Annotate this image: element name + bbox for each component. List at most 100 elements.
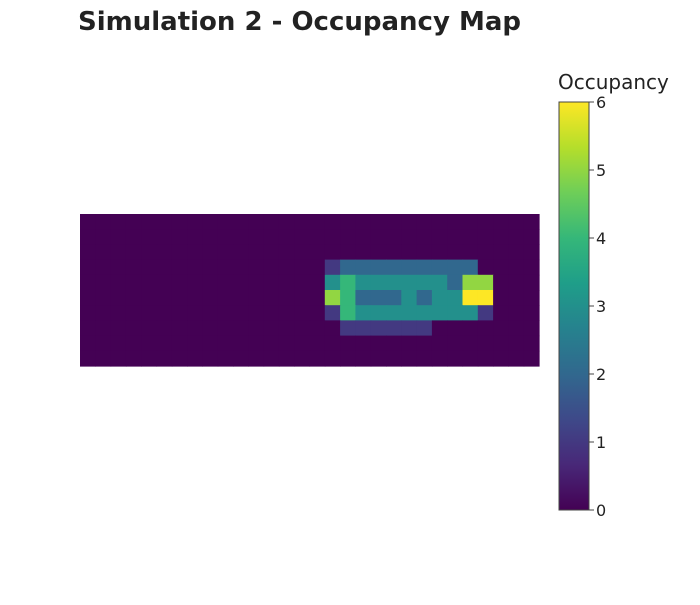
heatmap-cell[interactable] — [508, 320, 525, 337]
heatmap-cell[interactable] — [294, 290, 311, 306]
heatmap-cell[interactable] — [187, 350, 203, 367]
heatmap-cell[interactable] — [508, 229, 525, 245]
heatmap-cell[interactable] — [263, 350, 280, 367]
heatmap-cell[interactable] — [217, 335, 234, 352]
heatmap-cell[interactable] — [263, 335, 280, 352]
heatmap-cell[interactable] — [80, 320, 96, 337]
heatmap-cell[interactable] — [386, 244, 402, 261]
heatmap-cell[interactable] — [141, 229, 158, 245]
heatmap-cell[interactable] — [80, 290, 96, 306]
heatmap-cell[interactable] — [462, 214, 479, 230]
heatmap-cell[interactable] — [278, 244, 295, 261]
heatmap-cell[interactable] — [141, 274, 158, 291]
heatmap-cell[interactable] — [278, 305, 295, 321]
heatmap-cell[interactable] — [95, 290, 112, 306]
heatmap-cell[interactable] — [355, 244, 372, 261]
heatmap-cell[interactable] — [324, 290, 341, 306]
heatmap-cell[interactable] — [493, 244, 509, 261]
heatmap-cell[interactable] — [523, 214, 540, 230]
heatmap-cell[interactable] — [156, 229, 173, 245]
heatmap-cell[interactable] — [477, 350, 494, 367]
heatmap-cell[interactable] — [156, 290, 173, 306]
heatmap-cell[interactable] — [386, 229, 402, 245]
heatmap-cell[interactable] — [477, 244, 494, 261]
heatmap-cell[interactable] — [493, 320, 509, 337]
heatmap-cell[interactable] — [493, 290, 509, 306]
heatmap-cell[interactable] — [95, 229, 112, 245]
heatmap-cell[interactable] — [233, 350, 249, 367]
heatmap-cell[interactable] — [233, 290, 249, 306]
heatmap-cell[interactable] — [447, 229, 464, 245]
heatmap-cell[interactable] — [340, 290, 356, 306]
heatmap-cell[interactable] — [263, 244, 280, 261]
heatmap-cell[interactable] — [386, 259, 402, 276]
heatmap-cell[interactable] — [401, 229, 418, 245]
heatmap-cell[interactable] — [278, 320, 295, 337]
heatmap-cell[interactable] — [263, 290, 280, 306]
heatmap-cell[interactable] — [523, 259, 540, 276]
heatmap-cell[interactable] — [80, 335, 96, 352]
heatmap-cell[interactable] — [431, 335, 448, 352]
heatmap-cell[interactable] — [431, 274, 448, 291]
heatmap-cell[interactable] — [80, 244, 96, 261]
heatmap-cell[interactable] — [233, 335, 249, 352]
heatmap-cell[interactable] — [477, 214, 494, 230]
heatmap-cell[interactable] — [156, 305, 173, 321]
heatmap-cell[interactable] — [187, 244, 203, 261]
heatmap-cell[interactable] — [233, 259, 249, 276]
heatmap-cell[interactable] — [401, 259, 418, 276]
heatmap-cell[interactable] — [171, 274, 188, 291]
heatmap-cell[interactable] — [477, 335, 494, 352]
heatmap-cell[interactable] — [508, 274, 525, 291]
heatmap-cell[interactable] — [416, 320, 433, 337]
heatmap-cell[interactable] — [416, 244, 433, 261]
heatmap-cell[interactable] — [508, 305, 525, 321]
heatmap-cell[interactable] — [125, 335, 142, 352]
heatmap-cell[interactable] — [431, 290, 448, 306]
heatmap-cell[interactable] — [447, 214, 464, 230]
heatmap-cell[interactable] — [294, 244, 311, 261]
heatmap-cell[interactable] — [416, 274, 433, 291]
heatmap-cell[interactable] — [309, 305, 326, 321]
heatmap-cell[interactable] — [278, 274, 295, 291]
heatmap-cell[interactable] — [294, 259, 311, 276]
heatmap-cell[interactable] — [340, 259, 356, 276]
heatmap-cell[interactable] — [141, 259, 158, 276]
heatmap-cell[interactable] — [217, 229, 234, 245]
heatmap-cell[interactable] — [171, 320, 188, 337]
heatmap-cell[interactable] — [324, 229, 341, 245]
heatmap-cell[interactable] — [171, 259, 188, 276]
heatmap-cell[interactable] — [141, 305, 158, 321]
heatmap-cell[interactable] — [416, 335, 433, 352]
heatmap-cell[interactable] — [447, 350, 464, 367]
heatmap-cell[interactable] — [477, 320, 494, 337]
heatmap-cell[interactable] — [508, 214, 525, 230]
heatmap-cell[interactable] — [508, 244, 525, 261]
heatmap-cell[interactable] — [95, 305, 112, 321]
heatmap-cell[interactable] — [278, 259, 295, 276]
heatmap-cell[interactable] — [386, 335, 402, 352]
heatmap-cell[interactable] — [110, 259, 127, 276]
heatmap-cell[interactable] — [263, 259, 280, 276]
heatmap-cell[interactable] — [248, 335, 265, 352]
heatmap-cell[interactable] — [493, 305, 509, 321]
heatmap-cell[interactable] — [125, 350, 142, 367]
heatmap-cell[interactable] — [202, 290, 219, 306]
heatmap-cell[interactable] — [355, 229, 372, 245]
heatmap-cell[interactable] — [462, 335, 479, 352]
heatmap-cell[interactable] — [523, 305, 540, 321]
heatmap-cell[interactable] — [523, 229, 540, 245]
heatmap-cell[interactable] — [125, 244, 142, 261]
heatmap-cell[interactable] — [447, 320, 464, 337]
heatmap-cell[interactable] — [370, 259, 387, 276]
heatmap-cell[interactable] — [110, 229, 127, 245]
heatmap-cell[interactable] — [401, 350, 418, 367]
heatmap-cell[interactable] — [416, 290, 433, 306]
heatmap-cell[interactable] — [416, 350, 433, 367]
heatmap-cell[interactable] — [416, 229, 433, 245]
heatmap-cell[interactable] — [477, 274, 494, 291]
heatmap-cell[interactable] — [110, 335, 127, 352]
heatmap-cell[interactable] — [202, 214, 219, 230]
heatmap-cell[interactable] — [401, 244, 418, 261]
heatmap-cell[interactable] — [95, 335, 112, 352]
